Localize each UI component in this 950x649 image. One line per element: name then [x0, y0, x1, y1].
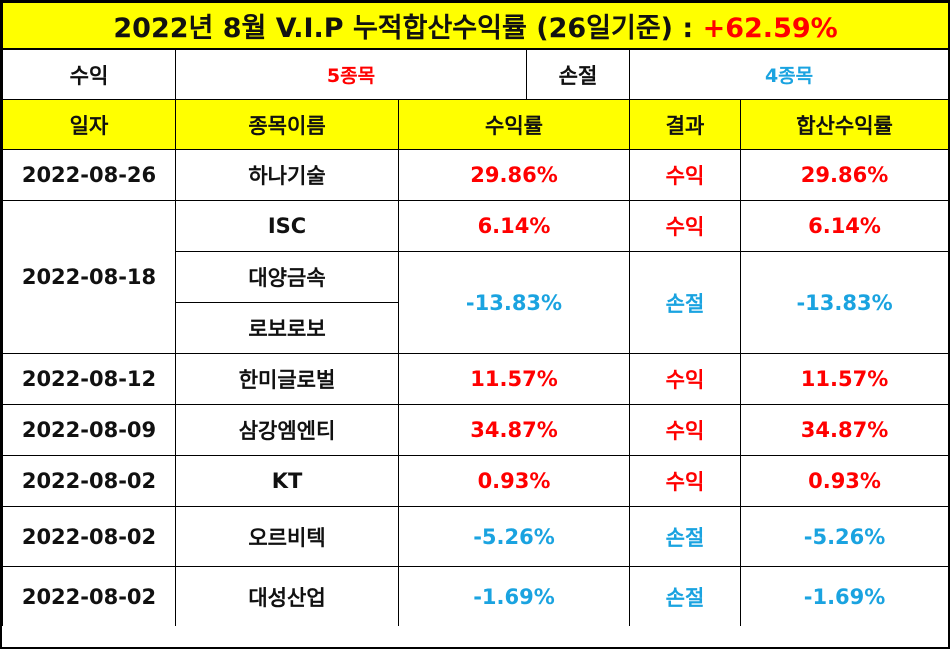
- name-cell: ISC: [175, 200, 399, 252]
- table-row: 2022-08-02 오르비텍 -5.26% 손절 -5.26%: [2, 506, 950, 567]
- result-cell: 손절: [629, 251, 741, 354]
- rate-cell: 11.57%: [398, 353, 630, 405]
- rate-cell: 34.87%: [398, 404, 630, 456]
- rate-cell: 0.93%: [398, 455, 630, 507]
- page-title: 2022년 8월 V.I.P 누적합산수익률 (26일기준) : +62.59%: [1, 2, 950, 50]
- rate-cell: -13.83%: [398, 251, 630, 354]
- result-cell: 수익: [629, 149, 741, 201]
- sum-cell: 11.57%: [739, 353, 950, 405]
- result-cell: 수익: [629, 455, 741, 507]
- name-cell: 삼강엠엔티: [175, 404, 399, 456]
- sum-cell: -5.26%: [739, 506, 950, 567]
- date-cell: 2022-08-02: [2, 455, 176, 507]
- date-cell: 2022-08-02: [2, 506, 176, 567]
- name-cell: 대양금속: [175, 251, 399, 303]
- loss-label: 손절: [526, 48, 630, 100]
- name-cell: 로보로보: [175, 302, 399, 354]
- sum-cell: 34.87%: [739, 404, 950, 456]
- col-header-result: 결과: [629, 99, 741, 150]
- date-cell: 2022-08-02: [2, 566, 176, 626]
- profit-count: 5종목: [175, 48, 527, 100]
- result-cell: 수익: [629, 200, 741, 252]
- name-cell: 오르비텍: [175, 506, 399, 567]
- date-cell: 2022-08-26: [2, 149, 176, 201]
- table-row: 2022-08-09 삼강엠엔티 34.87% 수익 34.87%: [2, 404, 950, 456]
- col-header-sum: 합산수익률: [739, 99, 950, 150]
- date-cell: 2022-08-18: [2, 200, 176, 354]
- result-cell: 손절: [629, 506, 741, 567]
- title-text: 2022년 8월 V.I.P 누적합산수익률 (26일기준) :: [113, 13, 703, 44]
- col-header-name: 종목이름: [175, 99, 399, 150]
- date-cell: 2022-08-09: [2, 404, 176, 456]
- col-header-rate: 수익률: [398, 99, 630, 150]
- table-row: 2022-08-12 한미글로벌 11.57% 수익 11.57%: [2, 353, 950, 405]
- total-return: +62.59%: [702, 13, 838, 44]
- loss-count: 4종목: [628, 48, 950, 100]
- sum-cell: -1.69%: [739, 566, 950, 626]
- rate-cell: 29.86%: [398, 149, 630, 201]
- table-row: 2022-08-18 ISC 6.14% 수익 6.14%: [2, 200, 950, 354]
- title-row: 2022년 8월 V.I.P 누적합산수익률 (26일기준) : +62.59%: [1, 2, 950, 50]
- date-cell: 2022-08-12: [2, 353, 176, 405]
- result-cell: 손절: [629, 566, 741, 626]
- table-row: 2022-08-02 KT 0.93% 수익 0.93%: [2, 455, 950, 507]
- result-cell: 수익: [629, 353, 741, 405]
- summary-row: 수익 5종목 손절 4종목: [2, 48, 950, 100]
- name-cell: 한미글로벌: [175, 353, 399, 405]
- sum-cell: -13.83%: [739, 251, 950, 354]
- rate-cell: 6.14%: [398, 200, 630, 252]
- sum-cell: 29.86%: [739, 149, 950, 201]
- profit-label: 수익: [2, 48, 176, 100]
- name-cell: 하나기술: [175, 149, 399, 201]
- name-cell: 대성산업: [175, 566, 399, 626]
- result-cell: 수익: [629, 404, 741, 456]
- rate-cell: -5.26%: [398, 506, 630, 567]
- rate-cell: -1.69%: [398, 566, 630, 626]
- sum-cell: 0.93%: [739, 455, 950, 507]
- results-table: 2022년 8월 V.I.P 누적합산수익률 (26일기준) : +62.59%…: [1, 2, 950, 626]
- sum-cell: 6.14%: [739, 200, 950, 252]
- header-row: 일자 종목이름 수익률 결과 합산수익률: [2, 99, 950, 150]
- col-header-date: 일자: [2, 99, 176, 150]
- table-row: 2022-08-26 하나기술 29.86% 수익 29.86%: [2, 149, 950, 201]
- table-row: 2022-08-02 대성산업 -1.69% 손절 -1.69%: [2, 566, 950, 626]
- name-cell: KT: [175, 455, 399, 507]
